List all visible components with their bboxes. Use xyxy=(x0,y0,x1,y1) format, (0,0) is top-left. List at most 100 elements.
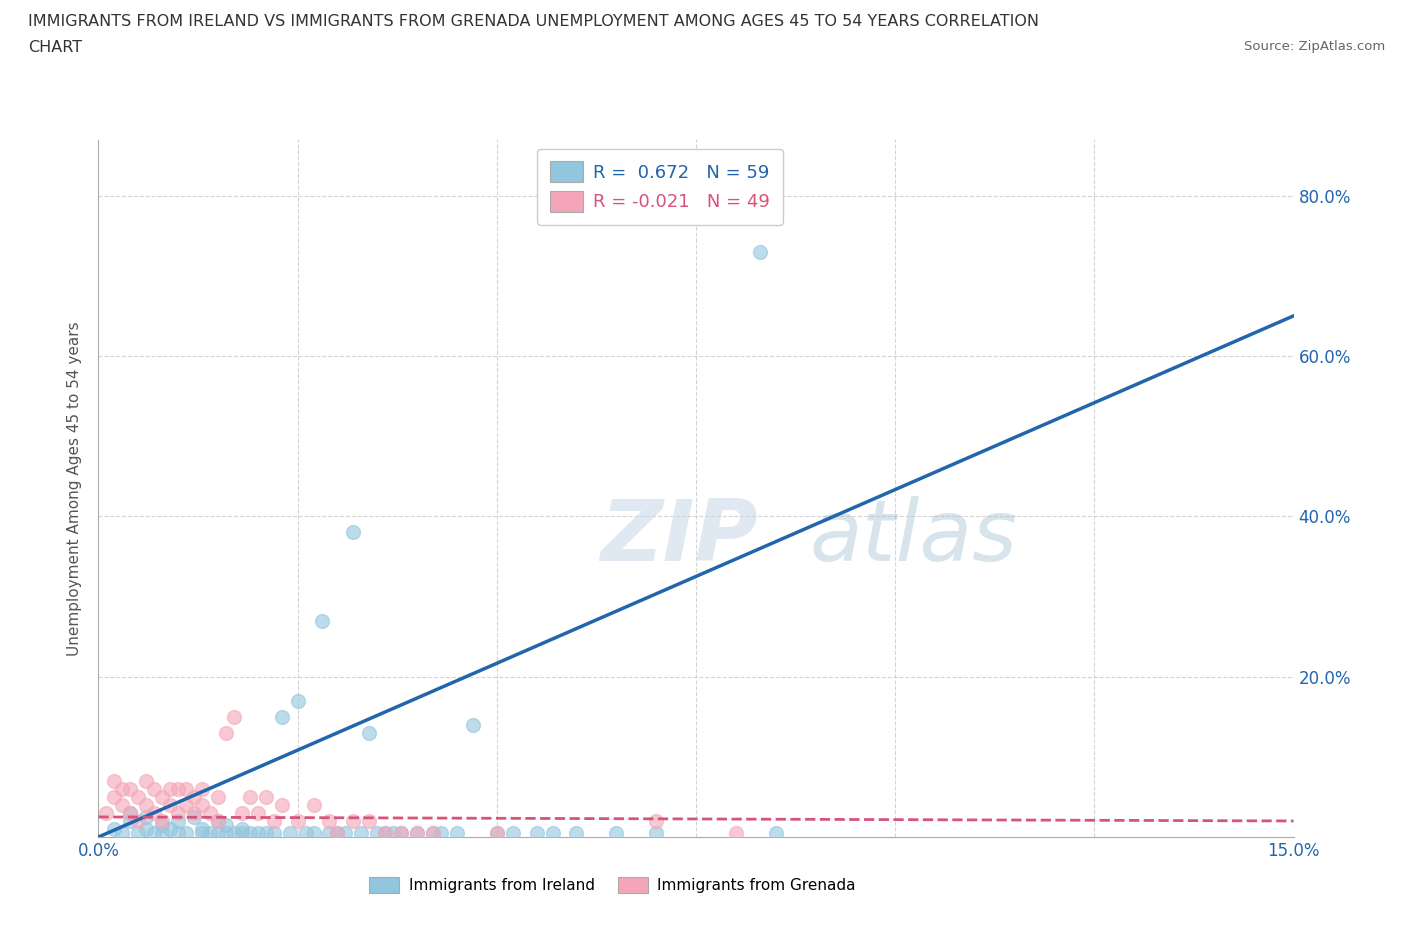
Point xyxy=(167,781,190,796)
Point xyxy=(270,798,292,813)
Point xyxy=(183,809,205,824)
Point xyxy=(287,693,309,708)
Point xyxy=(159,798,181,813)
Point xyxy=(254,826,277,841)
Point xyxy=(389,826,412,841)
Point xyxy=(135,798,157,813)
Point xyxy=(422,826,444,841)
Point xyxy=(215,725,238,740)
Point xyxy=(103,821,125,836)
Point xyxy=(270,710,292,724)
Point xyxy=(359,814,381,829)
Point xyxy=(191,798,214,813)
Point xyxy=(406,826,429,841)
Point xyxy=(127,790,149,804)
Point xyxy=(167,826,190,841)
Point xyxy=(263,826,285,841)
Point xyxy=(174,781,197,796)
Point xyxy=(374,826,396,841)
Point xyxy=(207,814,229,829)
Point xyxy=(191,826,214,841)
Point xyxy=(111,826,134,841)
Point xyxy=(748,245,770,259)
Point xyxy=(150,817,173,832)
Point xyxy=(150,814,173,829)
Point xyxy=(96,805,118,820)
Point xyxy=(350,826,373,841)
Legend: Immigrants from Ireland, Immigrants from Grenada: Immigrants from Ireland, Immigrants from… xyxy=(363,870,862,899)
Point xyxy=(103,790,125,804)
Point xyxy=(318,814,340,829)
Point xyxy=(302,798,325,813)
Point xyxy=(239,790,262,804)
Point xyxy=(198,826,221,841)
Point xyxy=(167,814,190,829)
Point xyxy=(150,826,173,841)
Point xyxy=(485,826,508,841)
Point xyxy=(207,790,229,804)
Point xyxy=(135,821,157,836)
Point xyxy=(143,781,166,796)
Point xyxy=(120,781,142,796)
Point xyxy=(502,826,524,841)
Point xyxy=(335,826,357,841)
Point xyxy=(222,826,245,841)
Point xyxy=(461,717,484,732)
Point xyxy=(207,814,229,829)
Point xyxy=(765,826,787,841)
Text: atlas: atlas xyxy=(810,496,1018,578)
Point xyxy=(135,809,157,824)
Point xyxy=(127,826,149,841)
Point xyxy=(143,805,166,820)
Point xyxy=(645,814,668,829)
Point xyxy=(111,798,134,813)
Point xyxy=(231,821,253,836)
Y-axis label: Unemployment Among Ages 45 to 54 years: Unemployment Among Ages 45 to 54 years xyxy=(66,321,82,656)
Point xyxy=(198,805,221,820)
Point xyxy=(374,826,396,841)
Point xyxy=(406,826,429,841)
Point xyxy=(278,826,301,841)
Point xyxy=(724,826,747,841)
Point xyxy=(294,826,316,841)
Point xyxy=(645,826,668,841)
Point xyxy=(207,826,229,841)
Point xyxy=(326,826,349,841)
Point xyxy=(215,826,238,841)
Point xyxy=(150,790,173,804)
Point xyxy=(215,817,238,832)
Point xyxy=(366,826,388,841)
Point xyxy=(605,826,627,841)
Point xyxy=(541,826,564,841)
Point xyxy=(342,814,364,829)
Point xyxy=(222,710,245,724)
Point xyxy=(302,826,325,841)
Point xyxy=(485,826,508,841)
Point xyxy=(446,826,468,841)
Point xyxy=(246,826,269,841)
Point xyxy=(287,814,309,829)
Point xyxy=(191,781,214,796)
Point xyxy=(159,821,181,836)
Point xyxy=(103,774,125,789)
Point xyxy=(231,826,253,841)
Point xyxy=(246,805,269,820)
Point xyxy=(183,790,205,804)
Point xyxy=(263,814,285,829)
Text: ZIP: ZIP xyxy=(600,496,758,578)
Point xyxy=(111,781,134,796)
Point xyxy=(120,805,142,820)
Point xyxy=(254,790,277,804)
Point xyxy=(430,826,453,841)
Point xyxy=(565,826,588,841)
Point xyxy=(191,821,214,836)
Point xyxy=(422,826,444,841)
Point xyxy=(359,725,381,740)
Text: IMMIGRANTS FROM IRELAND VS IMMIGRANTS FROM GRENADA UNEMPLOYMENT AMONG AGES 45 TO: IMMIGRANTS FROM IRELAND VS IMMIGRANTS FR… xyxy=(28,14,1039,29)
Point xyxy=(167,805,190,820)
Point xyxy=(231,805,253,820)
Text: Source: ZipAtlas.com: Source: ZipAtlas.com xyxy=(1244,40,1385,53)
Point xyxy=(526,826,548,841)
Point xyxy=(159,781,181,796)
Point xyxy=(311,613,333,628)
